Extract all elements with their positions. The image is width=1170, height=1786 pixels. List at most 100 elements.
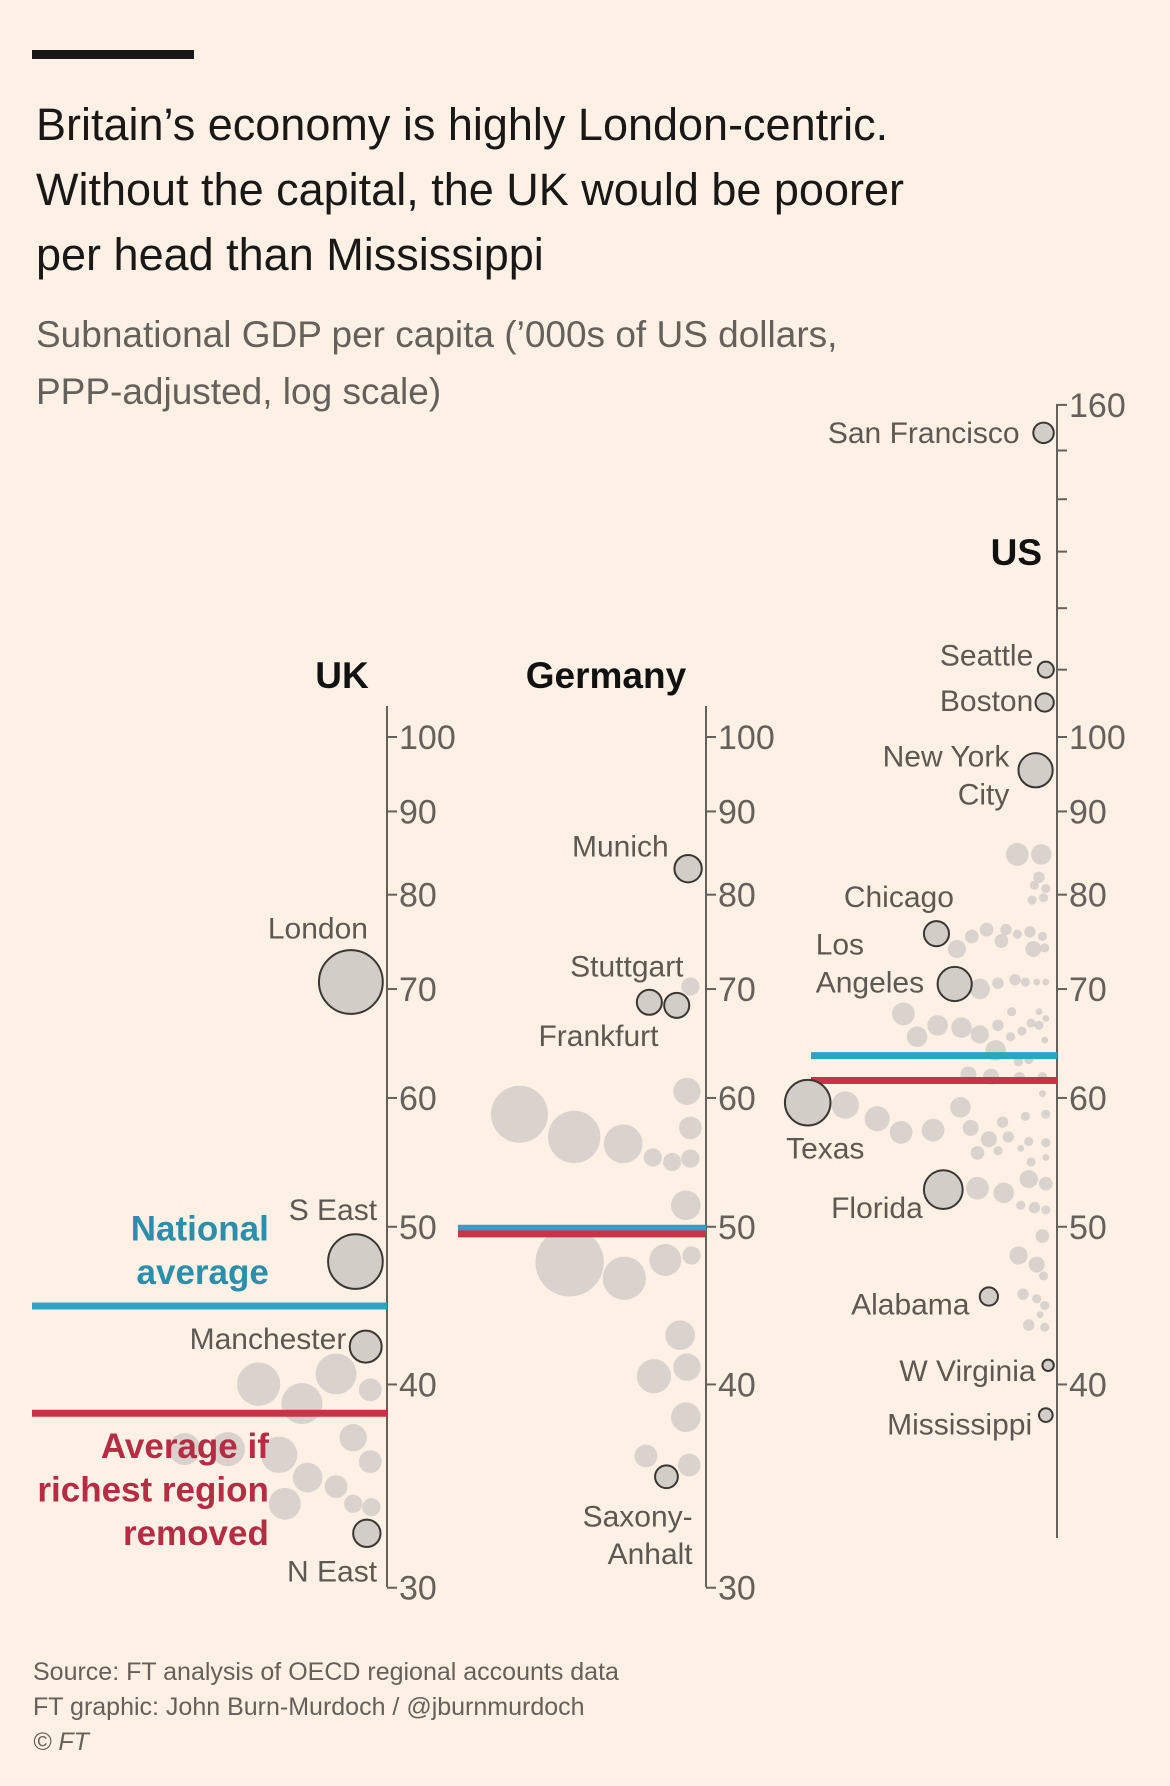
point-s-east [327, 1233, 384, 1290]
point-saxony-anhalt [654, 1464, 679, 1490]
source-note: Source: FT analysis of OECD regional acc… [33, 1658, 619, 1686]
richest-removed-label: richest region [37, 1471, 268, 1510]
region-dot [950, 1097, 971, 1118]
point-label: Frankfurt [538, 1020, 659, 1053]
region-dot [992, 1019, 1004, 1032]
region-dot [1024, 1136, 1034, 1147]
point-label: Seattle [940, 639, 1033, 672]
point-boston [1034, 692, 1055, 713]
region-dot [889, 1121, 913, 1144]
region-dot [970, 1146, 985, 1160]
richest-removed-label: removed [123, 1514, 269, 1553]
region-dot [168, 1433, 201, 1466]
region-dot [1035, 1008, 1043, 1016]
region-dot [1038, 893, 1049, 903]
region-dot [1036, 1311, 1044, 1319]
point-label: Alabama [851, 1289, 970, 1322]
region-dot [1027, 895, 1037, 905]
chart-subtitle: Subnational GDP per capita (’000s of US … [36, 306, 1036, 420]
tick-label: 90 [718, 793, 756, 831]
region-dot [358, 1378, 382, 1402]
region-dot [1035, 1229, 1050, 1243]
point-label: Angeles [816, 966, 924, 999]
region-dot [1033, 871, 1045, 883]
point-san-francisco [1032, 421, 1055, 445]
region-dot [236, 1362, 281, 1406]
tick-label: 30 [718, 1570, 756, 1608]
region-dot [1023, 1319, 1035, 1331]
region-dot [682, 1246, 701, 1265]
region-dot [1026, 1157, 1036, 1167]
region-dot [921, 1118, 945, 1142]
region-dot [1034, 1020, 1044, 1030]
region-dot [673, 1353, 701, 1381]
region-dot [947, 939, 967, 959]
region-dot [1041, 1205, 1051, 1215]
region-dot [1012, 929, 1022, 939]
region-dot [892, 1002, 915, 1026]
region-dot [678, 1116, 702, 1140]
region-dot [1041, 1138, 1051, 1148]
region-dot [996, 1116, 1009, 1128]
region-dot [602, 1256, 646, 1300]
region-dot [603, 1124, 643, 1164]
region-dot [292, 1462, 323, 1493]
region-dot [993, 1146, 1003, 1156]
point-label: City [958, 778, 1010, 811]
tick-label: 100 [399, 719, 456, 757]
region-dot [1037, 931, 1047, 942]
region-dot [1029, 880, 1039, 890]
region-dot [1038, 1090, 1046, 1098]
region-dot [1041, 1036, 1049, 1044]
region-dot [1017, 1144, 1025, 1152]
title-line: Without the capital, the UK would be poo… [36, 164, 904, 215]
region-dot [864, 1106, 890, 1132]
point-label: Chicago [844, 881, 954, 914]
point-label: Anhalt [608, 1538, 694, 1571]
region-dot [1040, 1322, 1050, 1332]
region-dot [969, 978, 990, 1000]
region-dot [962, 1119, 979, 1136]
region-dot [1020, 1111, 1030, 1122]
tick-label: 30 [399, 1570, 437, 1608]
region-dot [268, 1487, 301, 1520]
region-dot [1042, 1015, 1050, 1022]
region-dot [1042, 1154, 1050, 1161]
title-line: per head than Mississippi [36, 229, 544, 280]
region-dot [1016, 1200, 1026, 1210]
tick-label: 50 [399, 1209, 437, 1247]
point-label: Manchester [190, 1323, 347, 1356]
national-average-label: average [137, 1253, 269, 1292]
point-los-angeles [936, 965, 973, 1003]
region-dot [1005, 1032, 1016, 1042]
region-dot [994, 934, 1009, 948]
copyright: © FT [33, 1728, 89, 1756]
tick-label: 60 [1069, 1080, 1107, 1118]
point-alabama [978, 1286, 999, 1307]
region-dot [344, 1494, 363, 1513]
region-dot [362, 1498, 381, 1517]
region-dot [906, 1026, 928, 1047]
subtitle-line: Subnational GDP per capita (’000s of US … [36, 314, 838, 355]
region-dot [1024, 926, 1036, 938]
tick-label: 50 [1069, 1209, 1107, 1247]
point-n-east [352, 1518, 382, 1549]
region-dot [643, 1148, 662, 1167]
tick-label: 70 [718, 971, 756, 1009]
point-label: Stuttgart [570, 950, 684, 983]
point-label: S East [289, 1194, 378, 1227]
tick-label: 80 [718, 877, 756, 915]
region-dot [1007, 1007, 1017, 1017]
region-dot [1041, 1109, 1051, 1119]
tick-label: 80 [399, 877, 437, 915]
region-dot [535, 1228, 604, 1297]
chart-title: Britain’s economy is highly London-centr… [36, 92, 1136, 287]
point-label: San Francisco [828, 417, 1020, 450]
region-dot [1038, 1176, 1053, 1191]
region-dot [992, 977, 1004, 989]
point-manchester [348, 1329, 383, 1364]
region-dot [315, 1353, 357, 1395]
region-dot [1038, 1271, 1049, 1281]
point-w-virginia [1041, 1358, 1055, 1372]
